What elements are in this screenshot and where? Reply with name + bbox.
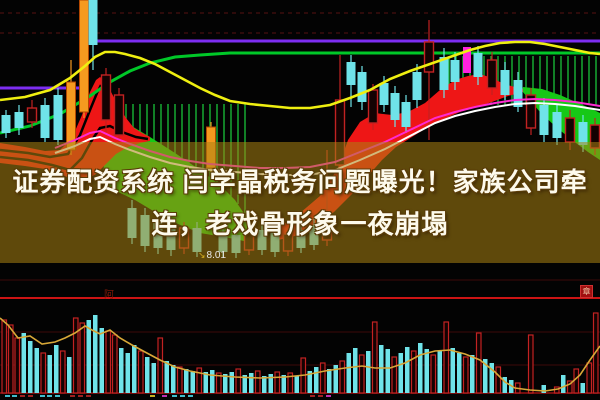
price-label: ↘ 8.01: [198, 250, 226, 261]
watermark-glyph: 阿: [104, 290, 114, 301]
red-seal-icon: 章: [580, 285, 593, 298]
headline-overlay: 证券配资系统 闫学晶税务问题曝光！家族公司牵 连，老戏骨形象一夜崩塌: [0, 142, 600, 263]
price-value: 8.01: [206, 250, 227, 261]
price-arrow-icon: ↘: [198, 250, 206, 260]
headline-line2: 连，老戏骨形象一夜崩塌: [151, 208, 449, 239]
headline-line1: 证券配资系统 闫学晶税务问题曝光！家族公司牵: [12, 166, 588, 197]
